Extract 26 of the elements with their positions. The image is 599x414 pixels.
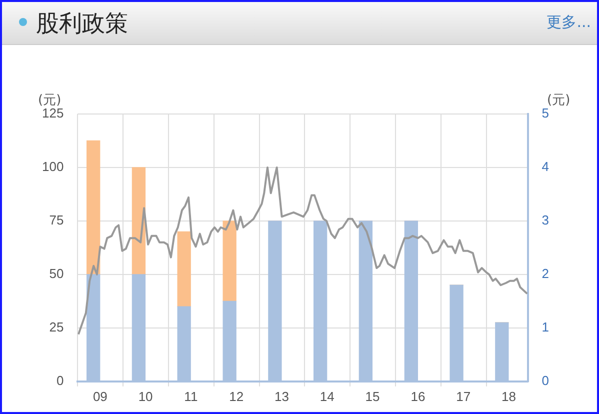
- y-tick-label: 100: [42, 159, 64, 174]
- y-tick-label: 50: [49, 266, 64, 282]
- x-tick-label: 12: [229, 388, 244, 404]
- y2-tick-label: 4: [542, 159, 550, 174]
- x-tick-label: 15: [365, 388, 380, 404]
- y-axis-title: (元): [37, 92, 62, 108]
- x-tick-label: 11: [184, 388, 198, 404]
- text: 更多...: [546, 13, 591, 32]
- x-tick-label: 09: [92, 388, 108, 404]
- x-tick-label: 17: [456, 388, 471, 404]
- y-tick-label: 25: [49, 320, 64, 334]
- y2-tick-label: 2: [542, 266, 550, 282]
- y-tick-label: 0: [56, 372, 64, 388]
- x-tick-label: 13: [274, 388, 290, 404]
- y2-tick-label: 5: [542, 106, 550, 121]
- y-tick-label: 75: [49, 212, 64, 228]
- y2-axis-title: (元): [546, 92, 572, 108]
- x-tick-label: 18: [502, 388, 516, 404]
- x-tick-label: 14: [320, 388, 334, 404]
- chart-title: 股利政策: [36, 10, 128, 39]
- x-tick-label: 16: [410, 388, 426, 404]
- y2-tick-label: 1: [542, 320, 550, 334]
- x-tick-label: 10: [138, 388, 153, 404]
- y2-tick-label: 0: [542, 372, 550, 388]
- y2-tick-label: 3: [542, 212, 550, 228]
- y-tick-label: 125: [42, 106, 64, 121]
